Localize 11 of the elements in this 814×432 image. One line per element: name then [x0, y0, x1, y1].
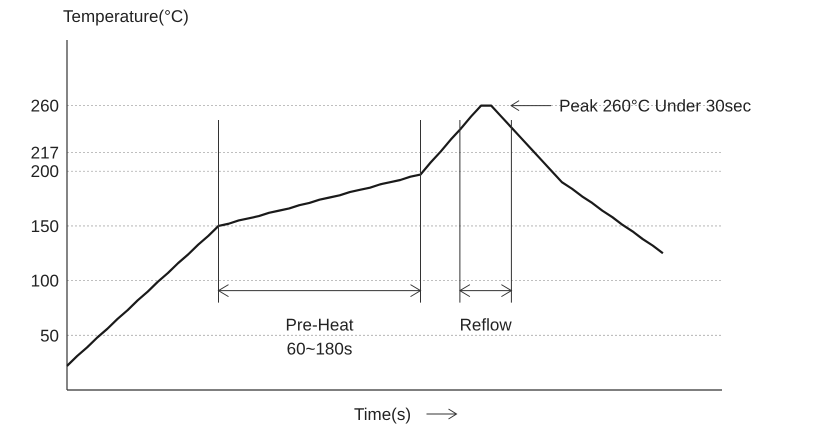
- y-tick-label: 200: [30, 162, 59, 182]
- y-tick-label: 217: [30, 144, 59, 163]
- y-tick-label: 50: [40, 326, 59, 346]
- x-axis-title: Time(s): [354, 405, 411, 424]
- y-tick-label: 260: [30, 96, 59, 116]
- annotation: Pre-Heat 60~180s: [285, 316, 354, 359]
- y-axis-title: Temperature(°C): [63, 7, 189, 26]
- y-tick-label: 150: [30, 216, 59, 236]
- annotation: Reflow: [460, 316, 512, 335]
- annotation: Peak 260°C Under 30sec: [559, 96, 752, 116]
- y-tick-label: 100: [30, 272, 59, 291]
